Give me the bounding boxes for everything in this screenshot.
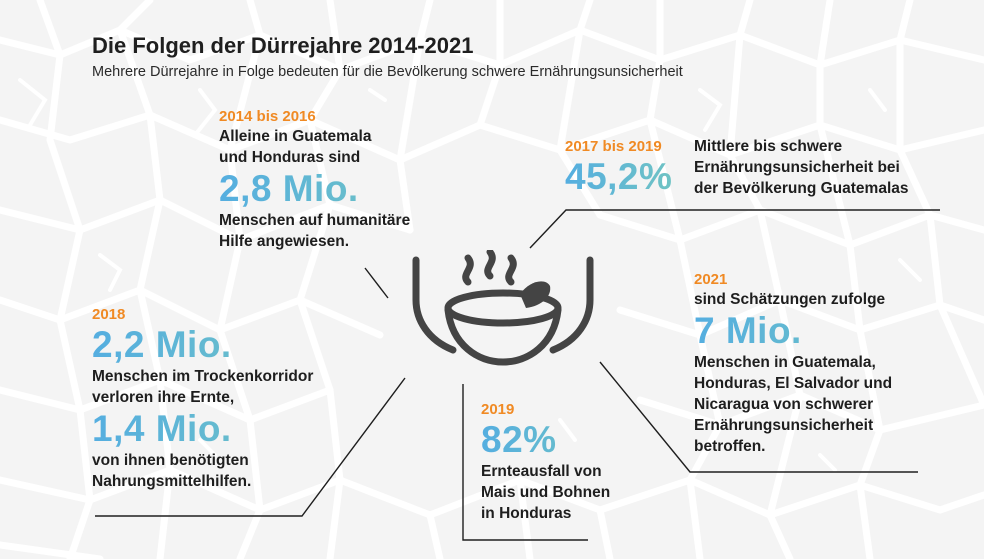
page-title: Die Folgen der Dürrejahre 2014-2021 xyxy=(92,33,474,58)
connector-2021 xyxy=(599,361,918,473)
fact-desc-line: Ernährungsunsicherheit xyxy=(694,417,874,434)
fact-intro-line: und Honduras sind xyxy=(219,149,361,166)
fact-desc-line: Mittlere bis schwere xyxy=(694,138,843,155)
right-hand-icon xyxy=(549,256,594,354)
steam-icon xyxy=(484,250,496,280)
fact-desc-line: Honduras, El Salvador und xyxy=(694,375,893,392)
connector-2019 xyxy=(462,384,588,541)
fact-desc-line: Hilfe angewiesen. xyxy=(219,233,350,250)
fact-year: 2019 xyxy=(481,401,515,418)
fact-year: 2014 bis 2016 xyxy=(219,108,316,125)
page-subtitle: Mehrere Dürrejahre in Folge bedeuten für… xyxy=(92,64,683,80)
fact-desc-line: in Honduras xyxy=(481,505,572,522)
fact-figure: 2,2 Mio. xyxy=(92,324,313,366)
fact-2018: 2018 2,2 Mio. Menschen im Trockenkorrido… xyxy=(92,305,313,492)
fact-2021: 2021 sind Schätzungen zufolge 7 Mio. Men… xyxy=(694,270,892,457)
fact-figure: 7 Mio. xyxy=(694,310,892,352)
connector-2014 xyxy=(364,267,389,299)
left-hand-icon xyxy=(412,256,457,354)
fact-2017-2019-year-figure: 2017 bis 2019 45,2% xyxy=(565,137,672,198)
connector-2017 xyxy=(529,209,940,249)
fact-2014-2016: 2014 bis 2016 Alleine in Guatemala und H… xyxy=(219,107,410,252)
fact-figure: 2,8 Mio. xyxy=(219,168,410,210)
fact-desc-line: Mais und Bohnen xyxy=(481,484,611,501)
fact-desc-line: Menschen in Guatemala, xyxy=(694,354,876,371)
fact-2019: 2019 82% Ernteausfall von Mais und Bohne… xyxy=(481,400,610,524)
fact-year: 2021 xyxy=(694,271,728,288)
fact-desc-line: Ernteausfall von xyxy=(481,463,602,480)
fact-intro-line: Alleine in Guatemala xyxy=(219,128,372,145)
fact-figure: 82% xyxy=(481,419,610,461)
connector-2018 xyxy=(95,377,406,517)
fact-desc-line: Ernährungsunsicherheit bei xyxy=(694,159,900,176)
steam-icon xyxy=(505,254,517,286)
fact-intro-line: sind Schätzungen zufolge xyxy=(694,291,886,308)
fact-figure: 1,4 Mio. xyxy=(92,408,313,450)
fact-desc-line: Nicaragua von schwerer xyxy=(694,396,874,413)
fact-year: 2018 xyxy=(92,306,126,323)
fact-2017-2019-desc: Mittlere bis schwere Ernährungsunsicherh… xyxy=(694,136,909,199)
fact-desc-line: der Bevölkerung Guatemalas xyxy=(694,180,909,197)
fact-desc-line: verloren ihre Ernte, xyxy=(92,389,235,406)
bowl-with-hands-icon xyxy=(412,250,594,366)
fact-year: 2017 bis 2019 xyxy=(565,138,662,155)
fact-desc-line: Menschen im Trockenkorridor xyxy=(92,368,314,385)
fact-desc-line: Menschen auf humanitäre xyxy=(219,212,411,229)
fact-desc-line: von ihnen benötigten xyxy=(92,452,249,469)
fact-desc-line: betroffen. xyxy=(694,438,766,455)
fact-desc-line: Nahrungsmittelhilfen. xyxy=(92,473,252,490)
steam-icon xyxy=(462,254,474,286)
fact-figure: 45,2% xyxy=(565,156,673,197)
